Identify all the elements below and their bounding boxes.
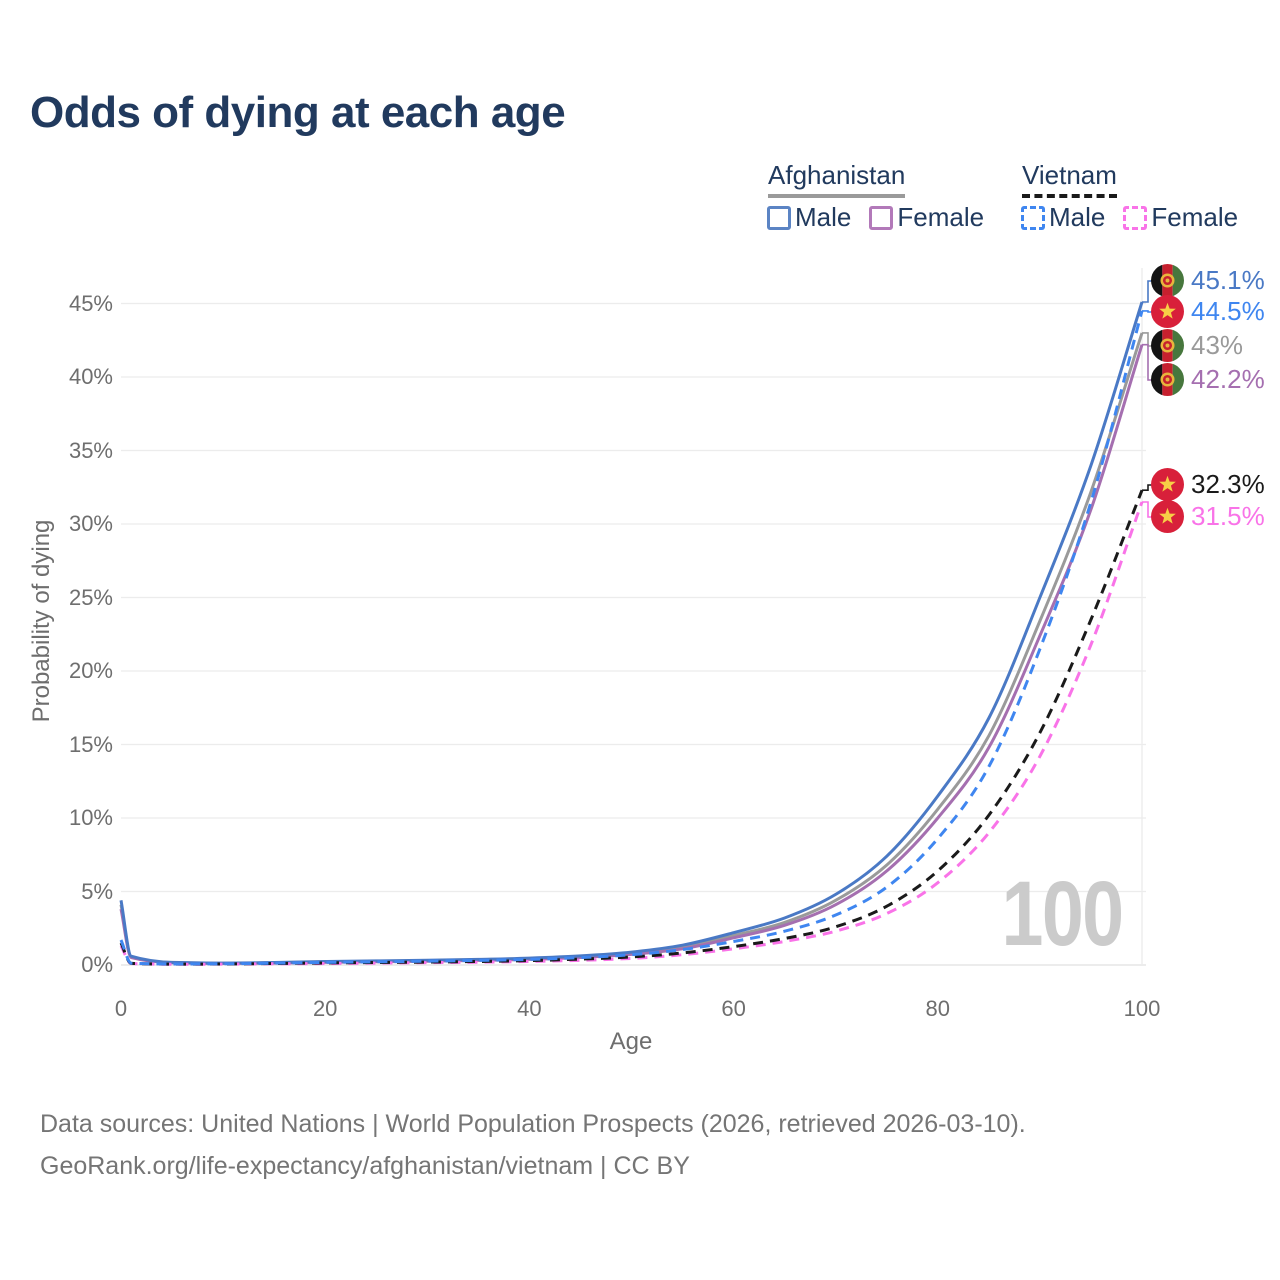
label-connector-afghanistan-female [1142,343,1153,381]
x-axis-title: Age [609,1028,653,1055]
x-tick-label: 80 [925,996,951,1021]
y-tick-label: 5% [81,878,113,904]
vietnam-flag-icon [1151,295,1184,328]
end-value-text: 31.5% [1191,501,1265,531]
series-line-afghanistan-both[interactable] [119,332,1144,965]
end-value-text: 45.1% [1191,265,1265,295]
end-value-text: 32.3% [1191,469,1265,499]
y-tick-label: 30% [68,511,113,536]
series-line-vietnam-female[interactable] [119,501,1144,966]
vietnam-male-checkbox-label[interactable]: Male [1049,202,1106,232]
y-tick-label: 45% [68,290,113,316]
y-tick-label: 0% [81,952,113,977]
legend-afghanistan-header: Afghanistan [768,160,906,198]
x-tick-label: 100 [1123,996,1161,1021]
end-value-text: 43% [1191,330,1244,360]
x-tick-label: 20 [312,996,338,1021]
y-tick-label: 10% [68,805,113,830]
afghanistan-flag-icon [1151,264,1184,297]
vietnam-male-checkbox[interactable] [1021,205,1045,230]
end-value-label-afghanistan-male: 45.1% [1151,264,1265,297]
series-line-vietnam-both[interactable] [119,489,1144,966]
y-tick-label: 15% [68,731,113,757]
label-connector-afghanistan-both [1142,332,1153,347]
label-connector-vietnam-female [1142,501,1153,518]
vietnam-flag-icon [1151,500,1184,533]
y-tick-label: 35% [68,437,113,463]
afghanistan-male-checkbox[interactable] [767,205,791,230]
label-connector-vietnam-both [1142,484,1153,491]
end-value-label-vietnam-male: 44.5% [1151,295,1265,328]
end-value-label-afghanistan-both: 43% [1151,329,1243,362]
label-connector-afghanistan-male [1142,280,1153,303]
legend-vietnam-row: Male Female [1021,202,1256,233]
series-line-vietnam-male[interactable] [119,310,1144,966]
attribution-text: GeoRank.org/life-expectancy/afghanistan/… [40,1152,690,1180]
end-value-label-vietnam-both: 32.3% [1151,468,1265,501]
page-title: Odds of dying at each age [30,88,566,137]
data-source-text: Data sources: United Nations | World Pop… [40,1110,1026,1138]
legend-afghanistan-row: Male Female [767,202,1002,233]
age-indicator-watermark: 100 [1001,863,1124,965]
vietnam-flag-icon [1151,468,1184,501]
legend-vietnam-header: Vietnam [1022,160,1117,198]
end-value-label-afghanistan-female: 42.2% [1151,363,1265,396]
afghanistan-female-checkbox-label[interactable]: Female [897,202,985,232]
x-tick-label: 60 [721,996,746,1021]
y-tick-label: 20% [68,658,113,683]
afghanistan-female-checkbox[interactable] [869,205,894,230]
x-tick-label: 0 [114,996,128,1021]
vietnam-female-checkbox-label[interactable]: Female [1151,202,1239,232]
series-line-afghanistan-male[interactable] [119,301,1144,965]
y-tick-label: 40% [68,364,113,389]
vietnam-female-checkbox[interactable] [1123,205,1148,230]
afghanistan-male-checkbox-label[interactable]: Male [795,202,852,232]
afghanistan-flag-icon [1151,363,1184,396]
afghanistan-flag-icon [1151,329,1184,362]
label-connector-vietnam-male [1142,310,1153,313]
series-line-afghanistan-female[interactable] [119,344,1144,965]
end-value-text: 44.5% [1191,296,1265,326]
y-tick-label: 25% [68,584,113,610]
y-axis-title: Probability of dying [28,519,55,723]
x-tick-label: 40 [517,996,542,1021]
end-value-label-vietnam-female: 31.5% [1151,500,1265,533]
end-value-text: 42.2% [1191,364,1265,394]
